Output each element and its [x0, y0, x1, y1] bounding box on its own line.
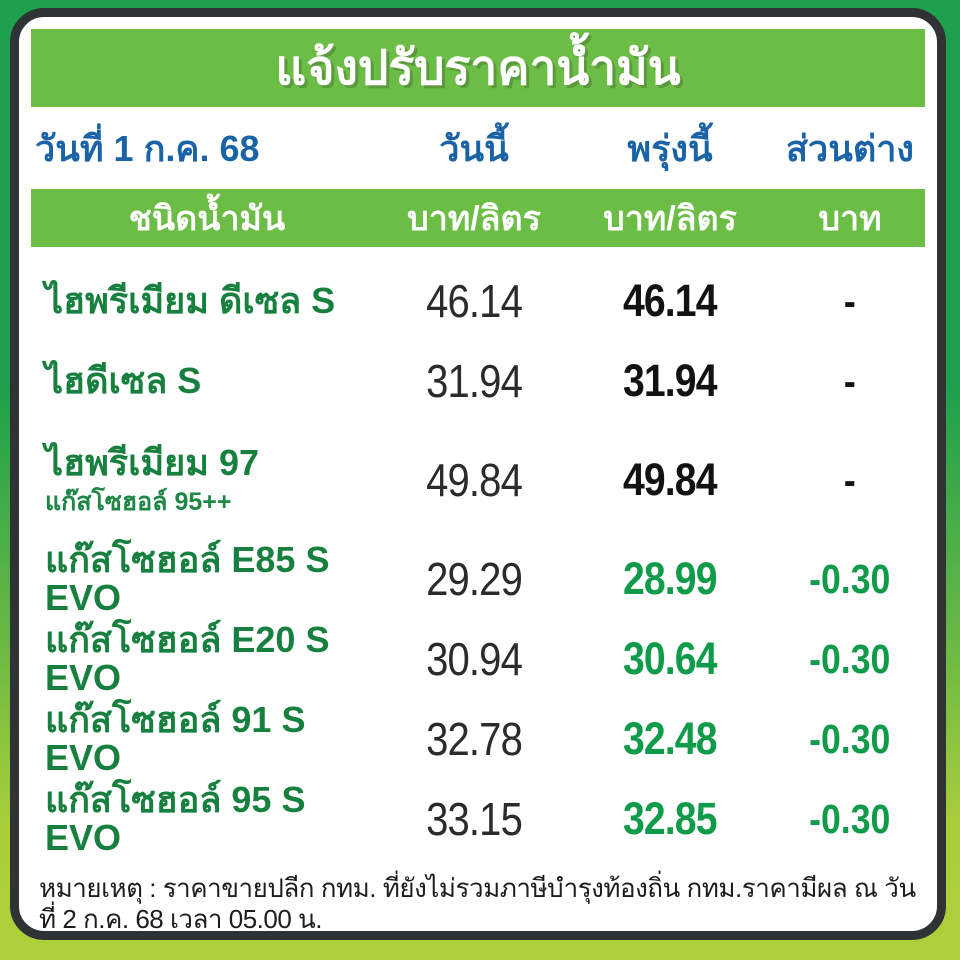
today-unit-header: บาท/ลิตร — [407, 200, 541, 238]
table-row: ไฮดีเซล S 31.94 31.94 - — [31, 341, 925, 421]
fuel-type-header: ชนิดน้ำมัน — [128, 200, 286, 238]
tomorrow-price: 30.64 — [623, 633, 718, 684]
price-difference: -0.30 — [809, 555, 891, 602]
fuel-name-label: แก๊สโซฮอล์ E85 S EVO — [45, 539, 330, 618]
tomorrow-price: 32.85 — [623, 793, 718, 844]
page-title: แจ้งปรับราคาน้ำมัน — [275, 42, 681, 95]
difference-cell: -0.30 — [775, 556, 925, 603]
fuel-name-label: ไฮดีเซล S — [45, 360, 202, 402]
tomorrow-price: 49.84 — [623, 454, 718, 505]
table-row: แก๊สโซฮอล์ E85 S EVO 29.29 28.99 -0.30 — [31, 539, 925, 619]
difference-cell: -0.30 — [775, 796, 925, 843]
difference-cell: - — [775, 278, 925, 325]
today-price: 31.94 — [426, 355, 523, 407]
price-difference: - — [844, 456, 856, 503]
fuel-name-label: แก๊สโซฮอล์ E20 S EVO — [45, 619, 330, 698]
today-price: 49.84 — [426, 454, 523, 506]
today-price: 33.15 — [426, 793, 523, 845]
difference-cell: -0.30 — [775, 636, 925, 683]
fuel-name: แก๊สโซฮอล์ E85 S EVO — [31, 541, 383, 617]
difference-cell: - — [775, 457, 925, 504]
today-price-cell: 46.14 — [383, 274, 565, 328]
tomorrow-price: 31.94 — [623, 355, 718, 406]
fuel-name: แก๊สโซฮอล์ 95 S EVO — [31, 781, 383, 857]
price-difference: - — [844, 277, 856, 324]
fuel-subtitle-label: แก๊สโซฮอล์ 95++ — [45, 488, 232, 517]
unit-header-row: ชนิดน้ำมัน บาท/ลิตร บาท/ลิตร บาท — [31, 189, 925, 247]
today-price: 46.14 — [426, 275, 523, 327]
fuel-name-label: ไฮพรีเมียม 97 — [45, 442, 260, 484]
today-price-cell: 31.94 — [383, 354, 565, 408]
today-price-cell: 32.78 — [383, 712, 565, 766]
fuel-name: ไฮพรีเมียม ดีเซล S — [31, 282, 383, 320]
fuel-name-label: แก๊สโซฮอล์ 95 S EVO — [45, 779, 306, 858]
today-price: 32.78 — [426, 713, 523, 765]
diff-unit-header: บาท — [818, 200, 882, 238]
date-label: วันที่ 1 ก.ค. 68 — [35, 127, 260, 169]
fuel-name: แก๊สโซฮอล์ 91 S EVO — [31, 701, 383, 777]
price-difference: -0.30 — [809, 635, 891, 682]
tomorrow-price-cell: 31.94 — [565, 355, 775, 407]
today-price-cell: 30.94 — [383, 632, 565, 686]
fuel-name: ไฮพรีเมียม 97 แก๊สโซฮอล์ 95++ — [31, 444, 383, 515]
tomorrow-price-cell: 30.64 — [565, 633, 775, 685]
today-price-cell: 29.29 — [383, 552, 565, 606]
tomorrow-price: 32.48 — [623, 713, 718, 764]
tomorrow-price-cell: 28.99 — [565, 553, 775, 605]
table-row: แก๊สโซฮอล์ 95 S EVO 33.15 32.85 -0.30 — [31, 779, 925, 859]
footnote: หมายเหตุ : ราคาขายปลีก กทม. ที่ยังไม่รวม… — [39, 873, 916, 935]
price-card: แจ้งปรับราคาน้ำมัน วันที่ 1 ก.ค. 68 วันน… — [10, 8, 946, 940]
fuel-name: ไฮดีเซล S — [31, 362, 383, 400]
price-difference: - — [844, 357, 856, 404]
price-difference: -0.30 — [809, 715, 891, 762]
difference-column-label: ส่วนต่าง — [786, 127, 914, 169]
table-row: แก๊สโซฮอล์ 91 S EVO 32.78 32.48 -0.30 — [31, 699, 925, 779]
fuel-name-label: ไฮพรีเมียม ดีเซล S — [45, 280, 336, 322]
today-price: 29.29 — [426, 553, 523, 605]
today-price: 30.94 — [426, 633, 523, 685]
difference-cell: - — [775, 358, 925, 405]
today-price-cell: 33.15 — [383, 792, 565, 846]
date-header-row: วันที่ 1 ก.ค. 68 วันนี้ พรุ่งนี้ ส่วนต่า… — [31, 107, 925, 189]
today-price-cell: 49.84 — [383, 453, 565, 507]
tomorrow-price-cell: 32.48 — [565, 713, 775, 765]
fuel-name-label: แก๊สโซฮอล์ 91 S EVO — [45, 699, 306, 778]
tomorrow-price-cell: 46.14 — [565, 275, 775, 327]
today-column-label: วันนี้ — [439, 127, 509, 169]
fuel-name: แก๊สโซฮอล์ E20 S EVO — [31, 621, 383, 697]
tomorrow-unit-header: บาท/ลิตร — [603, 200, 737, 238]
tomorrow-price-cell: 32.85 — [565, 793, 775, 845]
table-row: ไฮพรีเมียม ดีเซล S 46.14 46.14 - — [31, 261, 925, 341]
tomorrow-price: 28.99 — [623, 553, 718, 604]
tomorrow-price-cell: 49.84 — [565, 454, 775, 506]
table-row: แก๊สโซฮอล์ E20 S EVO 30.94 30.64 -0.30 — [31, 619, 925, 699]
table-row: ไฮพรีเมียม 97 แก๊สโซฮอล์ 95++ 49.84 49.8… — [31, 421, 925, 539]
price-difference: -0.30 — [809, 795, 891, 842]
tomorrow-column-label: พรุ่งนี้ — [627, 127, 713, 169]
tomorrow-price: 46.14 — [623, 275, 718, 326]
title-banner: แจ้งปรับราคาน้ำมัน — [31, 29, 925, 107]
price-table-body: ไฮพรีเมียม ดีเซล S 46.14 46.14 - ไฮดีเซล… — [19, 247, 937, 859]
difference-cell: -0.30 — [775, 716, 925, 763]
